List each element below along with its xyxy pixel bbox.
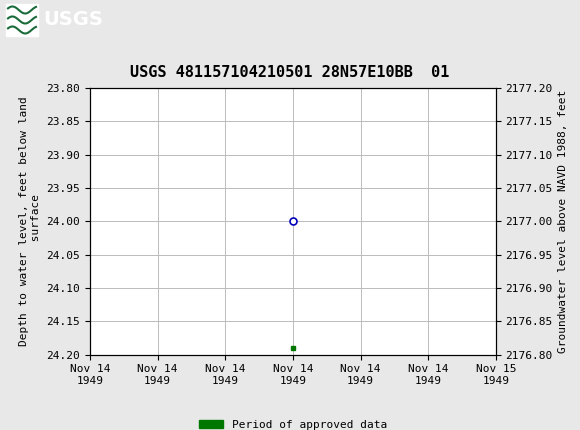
Legend: Period of approved data: Period of approved data bbox=[194, 416, 392, 430]
Y-axis label: Groundwater level above NAVD 1988, feet: Groundwater level above NAVD 1988, feet bbox=[559, 90, 568, 353]
Text: USGS 481157104210501 28N57E10BB  01: USGS 481157104210501 28N57E10BB 01 bbox=[130, 64, 450, 80]
Text: USGS: USGS bbox=[43, 10, 103, 30]
Y-axis label: Depth to water level, feet below land
 surface: Depth to water level, feet below land su… bbox=[19, 97, 41, 346]
Bar bbox=[6, 4, 38, 36]
